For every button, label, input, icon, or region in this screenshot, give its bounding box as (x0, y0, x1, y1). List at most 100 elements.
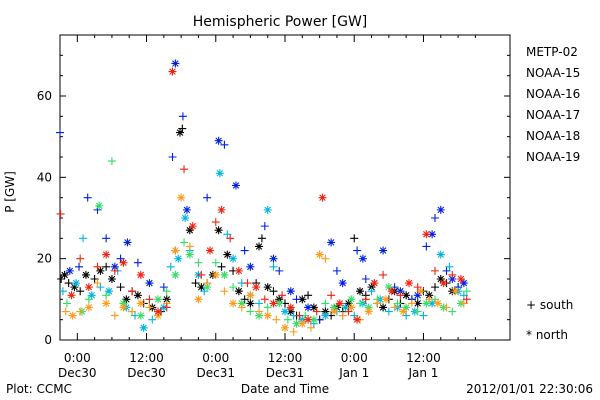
x-tick-label-date: Jan 1 (407, 366, 438, 380)
point-metp-02-north (223, 250, 232, 259)
point-metp-02-north (197, 283, 206, 292)
x-tick-label-time: 12:00 (129, 351, 164, 365)
point-noaa-15-north (65, 266, 74, 275)
point-noaa-19-south (327, 291, 336, 300)
point-noaa-19-south (76, 254, 85, 263)
point-metp-02-north (214, 226, 223, 235)
point-noaa-16-north (87, 291, 96, 300)
point-noaa-19-north (67, 291, 76, 300)
point-noaa-18-south (76, 307, 85, 316)
point-noaa-18-north (102, 299, 111, 308)
point-metp-02-north (425, 291, 434, 300)
point-noaa-18-north (315, 250, 324, 259)
point-noaa-19-north (188, 222, 197, 231)
point-noaa-19-south (396, 291, 405, 300)
point-noaa-16-south (384, 307, 393, 316)
point-noaa-18-south (373, 299, 382, 308)
point-noaa-16-south (402, 311, 411, 320)
point-metp-02-north (70, 283, 79, 292)
point-noaa-16-south (96, 283, 105, 292)
point-noaa-16-north (174, 254, 183, 263)
footer-right: 2012/01/01 22:30:06 (466, 382, 593, 396)
x-tick-label-time: 12:00 (268, 351, 303, 365)
point-metp-02-south (178, 124, 187, 133)
x-axis: 0:00Dec3012:00Dec300:00Dec3112:00Dec310:… (58, 35, 511, 380)
point-noaa-19-south (162, 303, 171, 312)
point-noaa-18-south (338, 311, 347, 320)
point-noaa-16-south (166, 262, 175, 271)
point-noaa-16-north (139, 323, 148, 332)
point-noaa-17-north (364, 303, 373, 312)
point-noaa-18-south (203, 279, 212, 288)
point-noaa-15-north (214, 136, 223, 145)
point-noaa-19-south (93, 262, 102, 271)
point-noaa-15-north (110, 262, 119, 271)
point-metp-02-south (90, 275, 99, 283)
point-metp-02-north (133, 291, 142, 300)
point-noaa-17-north (203, 283, 212, 292)
point-noaa-15-south (292, 295, 301, 304)
point-metp-02-south (64, 279, 73, 288)
point-noaa-16-north (263, 205, 272, 214)
point-noaa-19-north (154, 307, 163, 316)
point-noaa-17-south (283, 315, 292, 324)
point-noaa-16-north (215, 169, 224, 178)
point-noaa-15-north (171, 59, 180, 68)
point-noaa-19-south (180, 165, 189, 174)
point-noaa-15-south (332, 266, 341, 275)
point-metp-02-north (286, 307, 295, 316)
point-noaa-18-south (185, 242, 194, 251)
point-metp-02-south (217, 262, 226, 271)
point-noaa-18-north (171, 246, 180, 255)
point-noaa-19-south (260, 295, 269, 304)
point-metp-02-north (344, 299, 353, 308)
point-noaa-18-north (451, 287, 460, 296)
point-noaa-15-north (269, 254, 278, 263)
legend: METP-02 NOAA-15 NOAA-16 NOAA-17 NOAA-18 NOAA-… (526, 45, 580, 164)
x-tick-label-time: 0:00 (64, 351, 91, 365)
point-metp-02-south (116, 283, 125, 292)
point-noaa-17-north (237, 299, 246, 308)
point-noaa-15-north (304, 303, 313, 312)
point-metp-02-north (321, 307, 330, 316)
point-metp-02-north (185, 226, 194, 235)
point-noaa-19-south (413, 283, 422, 292)
point-noaa-16-south (255, 299, 264, 308)
point-noaa-17-north (136, 311, 145, 320)
y-tick-label: 0 (44, 333, 52, 347)
point-metp-02-north (263, 283, 272, 292)
legend-noaa-19: NOAA-19 (526, 150, 580, 164)
point-noaa-15-south (159, 283, 168, 292)
point-noaa-18-south (237, 303, 246, 312)
point-noaa-16-south (350, 311, 359, 320)
point-noaa-16-south (79, 234, 88, 243)
point-noaa-18-north (136, 299, 145, 308)
point-noaa-19-south (361, 295, 370, 304)
point-noaa-15-south (203, 193, 212, 202)
point-noaa-15-north (413, 291, 422, 300)
point-noaa-16-north (436, 250, 445, 259)
point-noaa-19-south (431, 266, 439, 275)
point-noaa-16-south (223, 230, 232, 239)
point-noaa-18-north (281, 323, 289, 332)
point-noaa-18-north (68, 311, 77, 320)
point-noaa-19-north (234, 266, 243, 275)
point-noaa-15-south (361, 275, 370, 283)
point-noaa-17-north (309, 315, 318, 324)
point-noaa-15-south (442, 266, 451, 275)
point-noaa-19-south (56, 209, 65, 218)
data-points (56, 59, 471, 336)
point-noaa-17-north (95, 201, 104, 210)
point-noaa-17-south (263, 303, 272, 312)
point-noaa-18-south (425, 295, 434, 304)
point-metp-02-north (60, 270, 69, 279)
point-noaa-19-south (226, 234, 235, 243)
point-noaa-19-north (456, 275, 465, 283)
point-noaa-19-south (448, 270, 457, 279)
point-noaa-17-north (119, 299, 128, 308)
x-tick-label-date: Dec30 (127, 366, 166, 380)
point-noaa-18-south (128, 307, 137, 316)
point-metp-02-north (402, 291, 411, 300)
point-noaa-15-north (338, 279, 347, 288)
